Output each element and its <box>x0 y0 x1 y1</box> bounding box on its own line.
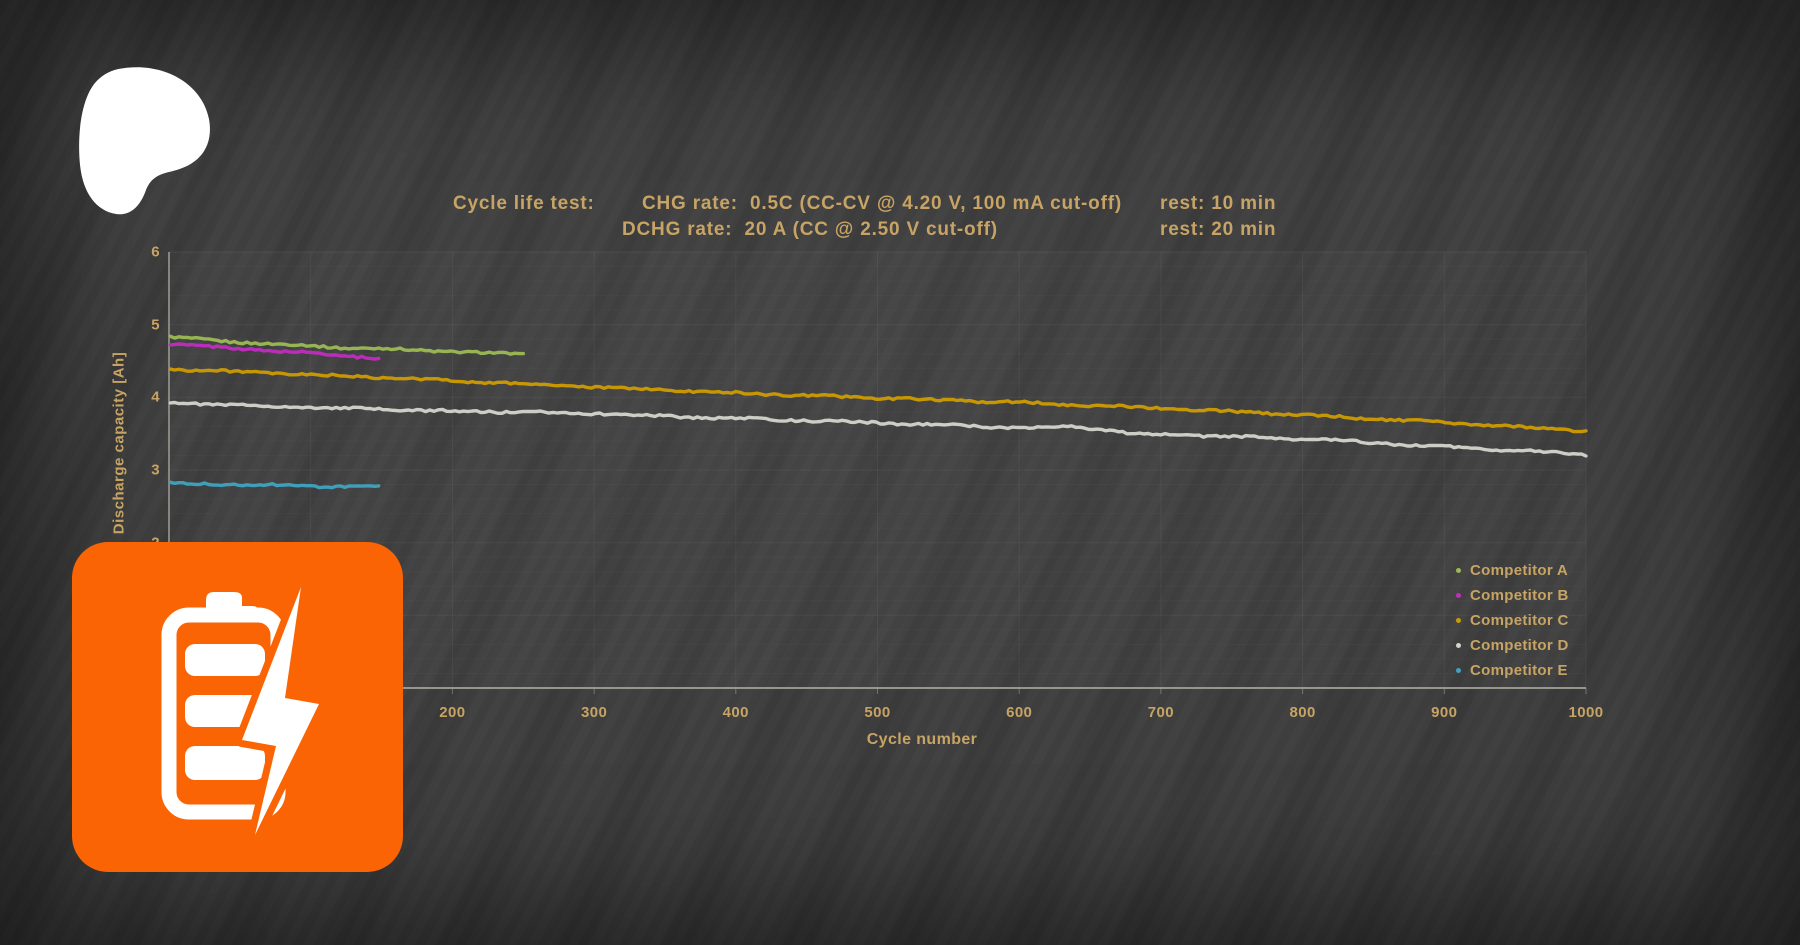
chart-title-rest2: rest: 20 min <box>1160 219 1277 240</box>
y-axis-title: Discharge capacity [Ah] <box>110 351 128 535</box>
series-competitor-b <box>168 342 381 361</box>
x-tick-label: 700 <box>1147 704 1175 721</box>
x-tick-label: 400 <box>722 704 749 721</box>
legend-marker-icon <box>1456 593 1461 598</box>
x-tick-label: 900 <box>1431 704 1458 721</box>
patreon-logo <box>79 67 210 215</box>
series-competitor-a <box>168 334 525 356</box>
legend-item: Competitor C <box>1456 608 1569 633</box>
chart-legend: Competitor A Competitor B Competitor C Comp… <box>1456 558 1569 683</box>
legend-label: Competitor A <box>1470 562 1569 579</box>
legend-label: Competitor E <box>1470 662 1568 679</box>
x-tick-label: 600 <box>1006 704 1033 721</box>
legend-item: Competitor E <box>1456 658 1569 683</box>
y-tick-label: 3 <box>151 461 160 479</box>
chart-title-rest1: rest: 10 min <box>1160 193 1277 214</box>
chart-title-chg-rate: CHG rate: 0.5C (CC-CV @ 4.20 V, 100 mA c… <box>642 193 1122 214</box>
x-tick-label: 200 <box>439 704 466 721</box>
series-competitor-c <box>168 367 1588 434</box>
legend-label: Competitor B <box>1470 587 1569 604</box>
series-competitor-e <box>168 480 381 490</box>
y-tick-label: 4 <box>151 388 160 406</box>
legend-label: Competitor C <box>1470 612 1569 629</box>
chart-title-label: Cycle life test: <box>453 193 595 214</box>
legend-marker-icon <box>1456 643 1461 648</box>
x-tick-label: 300 <box>580 704 608 721</box>
legend-marker-icon <box>1456 668 1461 673</box>
chart-title-dchg-rate: DCHG rate: 20 A (CC @ 2.50 V cut-off) <box>622 219 998 240</box>
x-tick-label: 1000 <box>1568 704 1604 721</box>
legend-marker-icon <box>1456 618 1461 623</box>
legend-item: Competitor B <box>1456 583 1569 608</box>
y-tick-label: 6 <box>151 243 160 261</box>
legend-label: Competitor D <box>1470 637 1569 654</box>
x-axis-title: Cycle number <box>866 731 978 748</box>
legend-item: Competitor D <box>1456 633 1569 658</box>
series-competitor-d <box>168 400 1588 458</box>
x-tick-label: 800 <box>1289 704 1316 721</box>
legend-marker-icon <box>1456 568 1461 573</box>
legend-item: Competitor A <box>1456 558 1569 583</box>
battery-charging-app-icon <box>72 542 403 872</box>
x-tick-label: 500 <box>864 704 891 721</box>
y-tick-label: 5 <box>151 316 160 334</box>
